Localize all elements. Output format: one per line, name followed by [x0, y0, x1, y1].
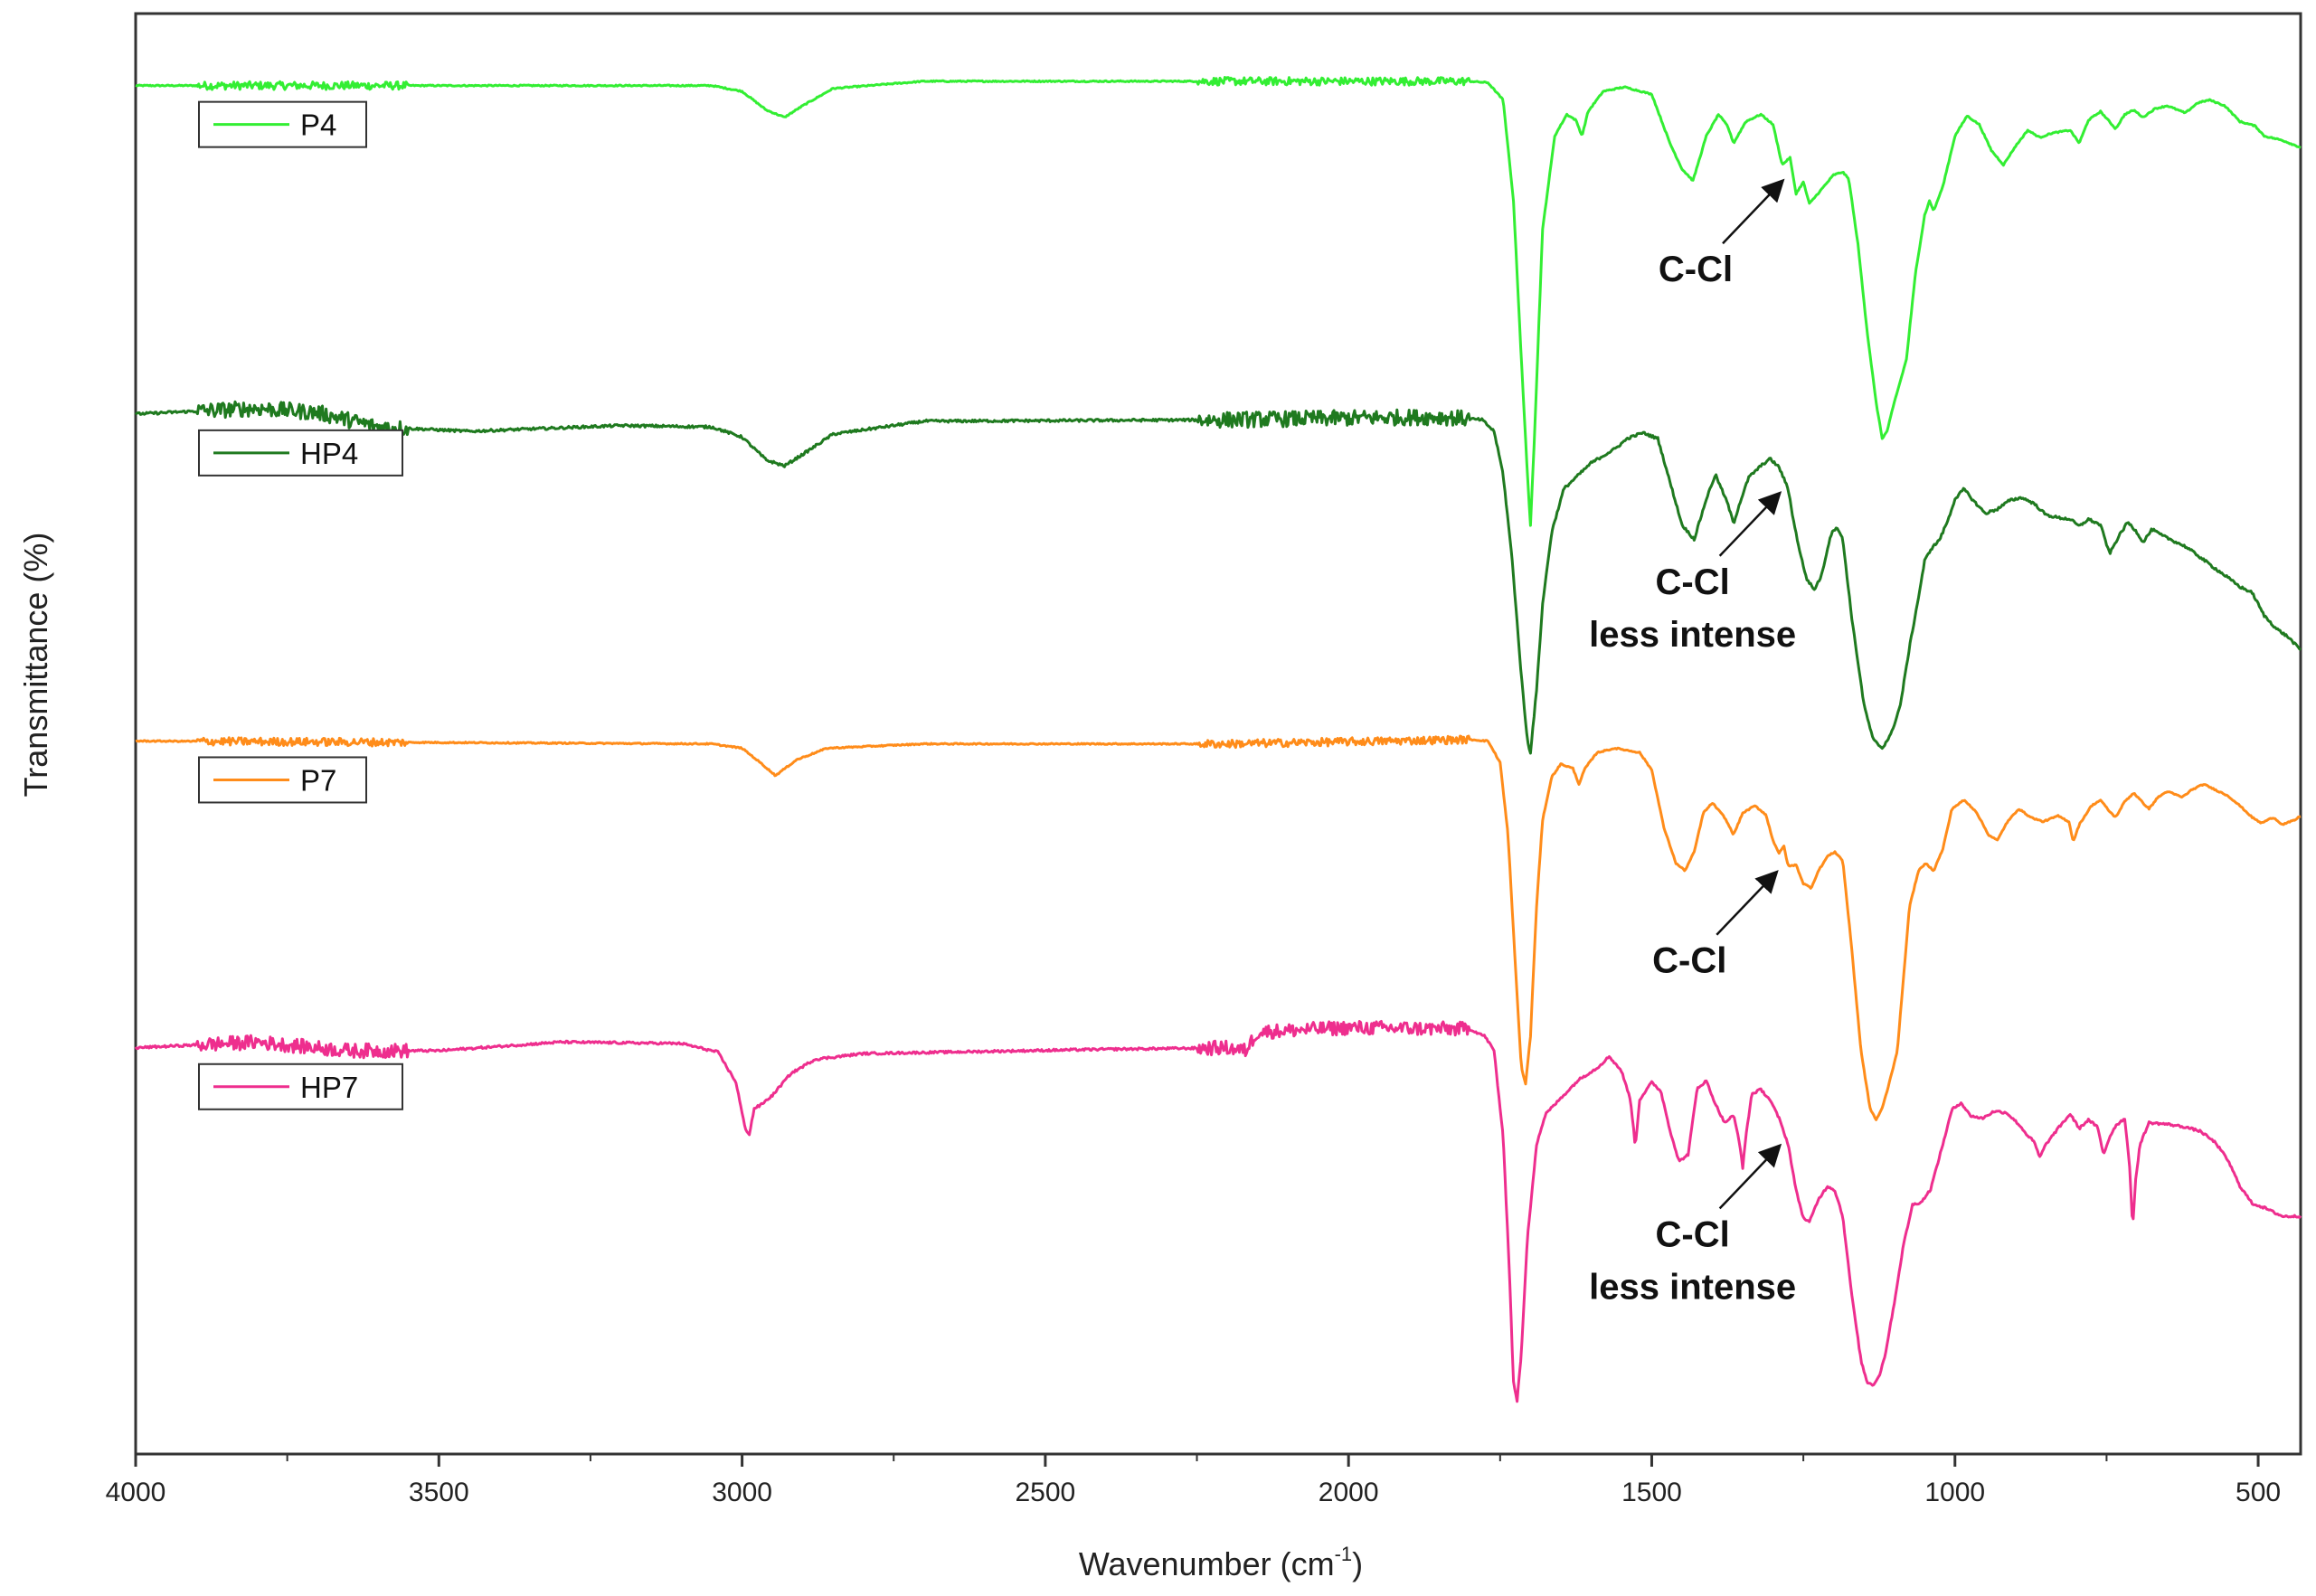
x-tick-label: 1500	[1621, 1478, 1682, 1507]
annotation-c-cl: C-Cl	[1652, 870, 1779, 981]
x-tick-label: 2500	[1016, 1478, 1076, 1507]
legend-label: P7	[300, 763, 336, 797]
annotation-text: C-Cl	[1656, 1214, 1730, 1254]
legend-label: HP4	[300, 437, 358, 470]
legend-label: P4	[300, 109, 336, 142]
legend-entry-p7: P7	[198, 756, 367, 804]
x-tick-label: 2000	[1319, 1478, 1379, 1507]
annotation-arrow	[1716, 870, 1779, 936]
x-axis-title-close: )	[1352, 1545, 1363, 1582]
x-axis-ticks: 4000 3500 3000 2500 2000 1500 1000 500	[106, 1454, 2281, 1507]
annotation-text: C-Cl	[1652, 941, 1726, 981]
series-line-p7	[135, 734, 2302, 1121]
annotation-arrow	[1718, 1143, 1782, 1210]
plot-frame	[134, 12, 2302, 1456]
annotation-text: C-Cl	[1659, 250, 1733, 289]
x-tick-label: 3000	[712, 1478, 772, 1507]
x-tick-label: 4000	[106, 1478, 166, 1507]
legend-entry-hp4: HP4	[198, 429, 403, 477]
legend-label: HP7	[300, 1071, 358, 1104]
annotation-arrow	[1722, 178, 1785, 245]
annotation-text: less intense	[1589, 1267, 1796, 1307]
annotation-c-cl: C-Cl	[1659, 178, 1785, 289]
annotation-c-cl: C-Cl less intense	[1589, 1143, 1796, 1307]
series-line-hp4	[134, 400, 2302, 755]
y-axis-title: Transmittance (%)	[17, 533, 54, 798]
series-line-hp7	[134, 1020, 2302, 1403]
x-axis-title-main: Wavenumber (cm	[1079, 1545, 1335, 1582]
legend-entry-hp7: HP7	[198, 1062, 403, 1110]
annotations: C-Cl C-Cl less intense C-Cl C-Cl less intense	[1589, 178, 1796, 1307]
annotation-c-cl: C-Cl less intense	[1589, 491, 1796, 655]
series-layer	[134, 76, 2302, 1403]
x-axis-title-superscript: -1	[1335, 1543, 1353, 1565]
x-axis-title: Wavenumber (cm-1)	[1079, 1543, 1363, 1582]
legend-entry-p4: P4	[198, 100, 367, 148]
x-tick-label: 3500	[409, 1478, 469, 1507]
series-line-p4	[135, 76, 2302, 527]
x-tick-label: 1000	[1924, 1478, 1985, 1507]
annotation-arrow	[1718, 491, 1782, 557]
annotation-text: less intense	[1589, 615, 1796, 655]
annotation-text: C-Cl	[1656, 562, 1730, 602]
x-tick-label: 500	[2236, 1478, 2281, 1507]
legend: P4 HP4 P7 HP7	[198, 100, 403, 1110]
